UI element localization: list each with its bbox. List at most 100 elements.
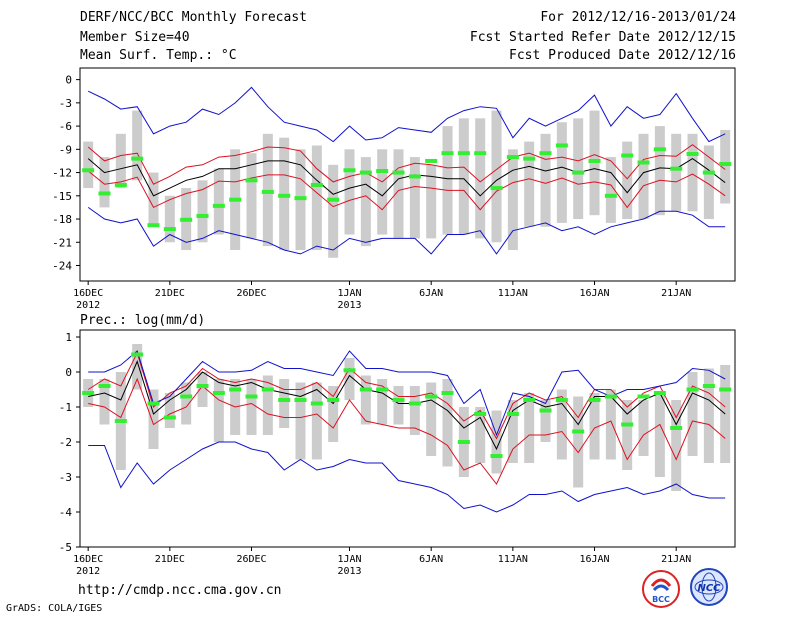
spread-bar-temperature [622,141,633,220]
green-marker-temperature [310,182,323,187]
green-marker-precipitation [555,398,568,402]
green-marker-temperature [98,191,111,196]
spread-bar-precipitation [132,344,143,390]
spread-bar-precipitation [605,389,616,460]
spread-bar-precipitation [295,382,306,460]
spread-bar-temperature [328,164,339,258]
green-marker-precipitation [131,352,144,357]
green-marker-temperature [278,193,291,198]
spread-bar-temperature [311,145,322,251]
green-marker-precipitation [474,412,487,416]
green-marker-precipitation [637,394,650,399]
spread-bar-temperature [605,157,616,223]
x-tick-label-temperature: 11JAN [498,288,528,299]
green-marker-temperature [261,189,274,194]
series-line-mean-temperature [87,158,726,197]
spread-bar-temperature [638,133,649,220]
green-marker-precipitation [425,394,438,399]
spread-bar-precipitation [246,379,257,435]
spread-bar-precipitation [507,400,518,463]
spread-bar-temperature [197,180,208,243]
green-marker-temperature [621,153,634,158]
bcc-logo-emblem-icon: BCC [650,578,672,604]
spread-bar-temperature [703,145,714,220]
spread-bar-precipitation [393,386,404,425]
green-marker-precipitation [621,422,634,427]
spread-bar-temperature [573,118,584,220]
bcc-logo-text: BCC [652,595,670,604]
ncc-logo-globe-icon: NCC [694,572,724,602]
green-marker-precipitation [163,415,176,420]
y-tick-label-precipitation: -5 [59,541,72,554]
y-tick-label-precipitation: -4 [59,506,73,519]
green-marker-temperature [82,168,95,173]
spread-bar-precipitation [540,400,551,442]
forecast-period: For 2012/12/16-2013/01/24 [540,10,736,25]
x-tick-label-temperature: 1JAN [337,288,361,299]
source-url[interactable]: http://cmdp.ncc.cma.gov.cn [78,583,282,598]
green-marker-temperature [686,151,699,156]
x-tick-label-temperature: 26DEC [236,288,266,299]
series-line-mean_minus_sd-temperature [87,170,726,211]
spread-bar-precipitation [654,393,665,477]
green-marker-temperature [180,217,193,222]
spread-bar-temperature [213,168,224,235]
x-tick-label-temperature: 6JAN [419,288,443,299]
spread-bar-precipitation [360,375,371,425]
x-tick-label-precipitation: 1JAN [337,554,361,565]
spread-bar-precipitation [671,400,682,491]
spread-bar-precipitation [491,410,502,474]
spread-bar-temperature [524,141,535,227]
y-tick-label-temperature: -6 [59,120,72,133]
x-tick-label-temperature: 21DEC [155,288,185,299]
spread-bar-temperature [475,118,486,239]
spread-bar-temperature [360,157,371,247]
y-tick-label-temperature: -15 [52,190,72,203]
green-marker-temperature [163,227,176,232]
chart-title: DERF/NCC/BCC Monthly Forecast [80,10,307,25]
green-marker-temperature [425,158,438,163]
spread-bar-temperature [687,133,698,212]
green-marker-precipitation [98,384,111,388]
spread-bar-temperature [491,110,502,243]
spread-bar-temperature [393,149,404,239]
y-tick-label-temperature: -21 [52,236,72,249]
green-marker-precipitation [523,398,536,402]
x-tick-label-precipitation: 21DEC [155,554,185,565]
x-tick-label-temperature: 21JAN [661,288,691,299]
green-marker-precipitation [82,391,95,395]
green-marker-precipitation [343,368,356,373]
green-marker-temperature [441,151,454,156]
spread-bar-temperature [540,133,551,227]
green-marker-precipitation [506,412,519,416]
spread-bar-temperature [720,129,731,204]
spread-bar-precipitation [311,382,322,460]
x-tick-year-label-precipitation: 2012 [76,566,100,577]
green-marker-temperature [653,147,666,152]
spread-bar-precipitation [687,372,698,456]
series-line-mean-precipitation [88,360,726,451]
y-tick-label-temperature: 0 [65,74,72,87]
member-size-label: Member Size=40 [80,30,190,45]
green-marker-temperature [637,160,650,165]
green-marker-temperature [506,155,519,160]
spread-bar-temperature [115,133,126,189]
y-tick-label-precipitation: 0 [65,366,72,379]
green-marker-precipitation [229,387,242,392]
green-marker-precipitation [294,398,307,402]
green-marker-precipitation [376,387,389,392]
series-line-mean_minus_sd-precipitation [88,377,726,485]
green-marker-precipitation [212,391,225,395]
green-marker-temperature [359,170,372,175]
series-line-max-temperature [87,86,726,143]
green-marker-precipitation [719,387,732,392]
plot-frame-temperature [79,67,736,282]
green-marker-precipitation [653,391,666,395]
green-marker-precipitation [310,401,323,406]
green-marker-temperature [572,170,585,175]
spread-bar-temperature [507,149,518,251]
y-tick-label-temperature: -3 [59,97,72,110]
spread-bar-temperature [671,133,682,212]
spread-bar-precipitation [589,393,600,460]
